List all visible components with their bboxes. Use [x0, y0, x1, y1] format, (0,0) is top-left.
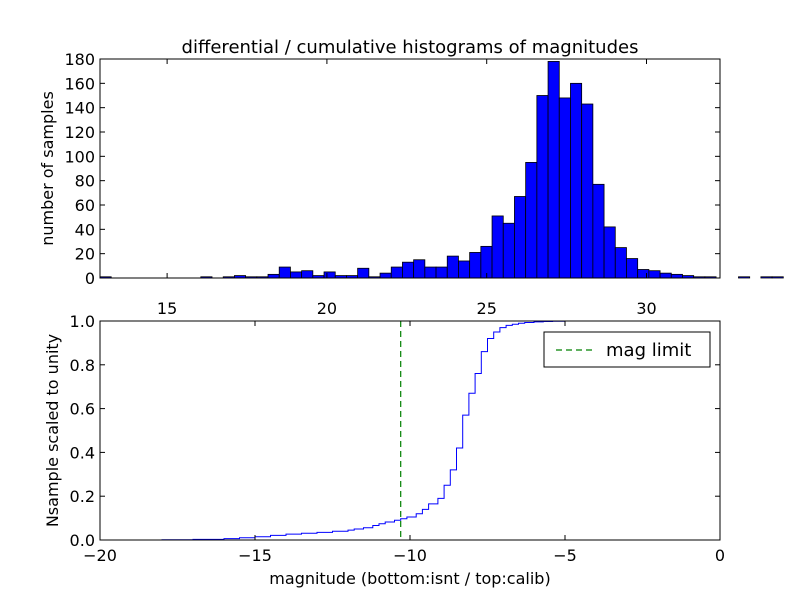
histogram-bar [547, 61, 560, 279]
histogram-x-tick-label: 25 [477, 299, 497, 318]
histogram-bar [581, 103, 594, 279]
cumulative-xlabel: magnitude (bottom:isnt / top:calib) [269, 569, 550, 588]
histogram-bar [469, 252, 482, 279]
cumulative-x-tick-label: −10 [393, 546, 427, 565]
cumulative-y-tick-label: 0.8 [70, 356, 95, 375]
histogram-axes-frame [99, 58, 721, 279]
histogram-y-tick-label: 120 [64, 123, 95, 142]
histogram-bar [390, 266, 403, 279]
histogram-bar [323, 271, 336, 279]
legend: mag limit [543, 331, 711, 368]
cumulative-y-tick-label: 0.4 [70, 443, 95, 462]
histogram-panel: differential / cumulative histograms of … [38, 37, 784, 318]
histogram-bar [536, 95, 549, 279]
histogram-bar [502, 222, 515, 279]
histogram-x-tick-label: 15 [157, 299, 177, 318]
histogram-y-tick-label: 20 [75, 245, 95, 264]
cumulative-step-line [100, 320, 721, 541]
histogram-bar [458, 260, 471, 279]
histogram-bar [626, 258, 639, 279]
histogram-x-tick-label: 30 [636, 299, 656, 318]
histogram-bar [592, 183, 605, 279]
histogram-y-tick-label: 0 [85, 269, 95, 288]
histogram-bar [558, 97, 571, 279]
cumulative-x-tick-label: −15 [238, 546, 272, 565]
cumulative-panel: −20 −15 −10 −5 0 0.0 0.2 0.4 0.6 0.8 1.0 magnitude… [43, 312, 725, 588]
histogram-bar [670, 273, 683, 279]
histogram-y-tick-label: 100 [64, 147, 95, 166]
histogram-bar [424, 266, 437, 279]
cumulative-x-tick-label: −5 [553, 546, 577, 565]
histogram-bar [637, 269, 650, 279]
histogram-bar [413, 259, 426, 279]
cumulative-y-tick-label: 0.6 [70, 400, 95, 419]
histogram-bar [603, 226, 616, 279]
histogram-y-tick-label: 60 [75, 196, 95, 215]
histogram-bar [290, 271, 303, 279]
histogram-bar [278, 266, 291, 279]
histogram-ylabel: number of samples [38, 91, 57, 246]
cumulative-ylabel: Nsample scaled to unity [43, 334, 62, 527]
histogram-bar [738, 276, 751, 279]
histogram-bar [435, 266, 448, 279]
histogram-bars [99, 61, 784, 279]
histogram-bar [402, 261, 415, 279]
histogram-bar [379, 272, 392, 279]
histogram-bar [446, 255, 459, 279]
histogram-bar [491, 215, 504, 279]
histogram-bar [514, 196, 527, 279]
cumulative-ticks: −20 −15 −10 −5 0 0.0 0.2 0.4 0.6 0.8 1.0 [70, 312, 726, 565]
histogram-bar [659, 272, 672, 279]
histogram-bar [570, 82, 583, 279]
cumulative-x-tick-label: −20 [83, 546, 117, 565]
histogram-title: differential / cumulative histograms of … [182, 37, 639, 58]
cumulative-y-tick-label: 0.0 [70, 531, 95, 550]
histogram-x-tick-label: 20 [317, 299, 337, 318]
histogram-ticks: 15 20 25 30 0 20 40 60 80 100 120 140 160 180 [64, 50, 720, 318]
histogram-bar [301, 270, 314, 279]
cumulative-x-tick-label: 0 [715, 546, 725, 565]
histogram-bar [760, 276, 773, 279]
histogram-y-tick-label: 180 [64, 50, 95, 69]
histogram-bar [771, 276, 784, 279]
histogram-bar [267, 273, 280, 279]
histogram-bar [648, 270, 661, 279]
histogram-y-tick-label: 160 [64, 74, 95, 93]
histogram-y-tick-label: 140 [64, 99, 95, 118]
histogram-bar [357, 267, 370, 279]
legend-label: mag limit [606, 340, 691, 361]
cumulative-y-tick-label: 0.2 [70, 487, 95, 506]
histogram-y-tick-label: 40 [75, 220, 95, 239]
histogram-y-tick-label: 80 [75, 172, 95, 191]
histogram-bar [614, 247, 627, 279]
histogram-bar [525, 162, 538, 279]
cumulative-y-tick-label: 1.0 [70, 312, 95, 331]
